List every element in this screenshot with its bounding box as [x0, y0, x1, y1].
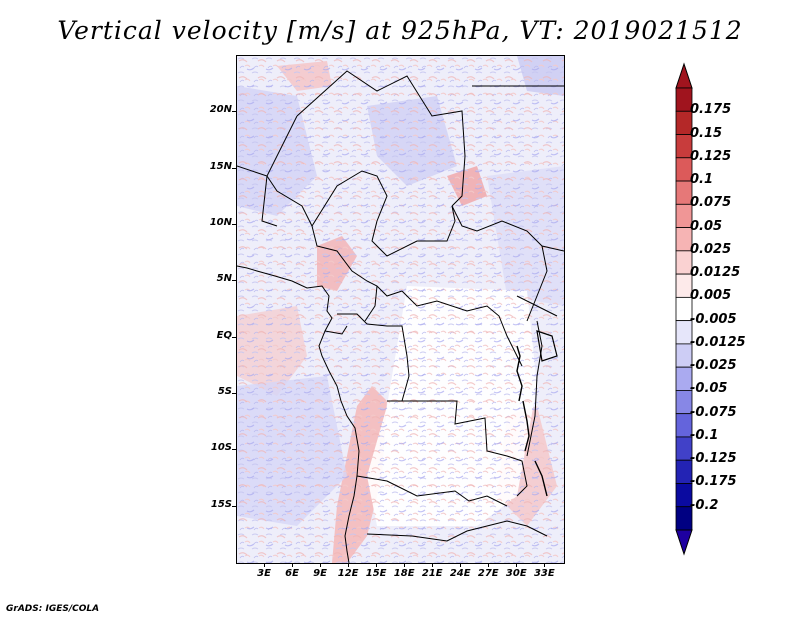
colorbar-label: -0.1 — [690, 427, 719, 443]
lat-label: 10N — [209, 217, 232, 228]
lon-label: 3E — [257, 568, 271, 579]
lon-label: 12E — [337, 568, 359, 579]
lat-label: EQ — [216, 329, 232, 341]
colorbar-label: 0.05 — [690, 218, 723, 234]
lat-tick — [232, 167, 236, 169]
colorbar-label: -0.025 — [690, 358, 737, 374]
lon-label: 24E — [449, 568, 471, 579]
lon-label: 15E — [365, 568, 387, 579]
lon-tick — [348, 563, 350, 567]
lon-tick — [404, 563, 406, 567]
vertical-velocity-field — [237, 56, 564, 563]
lon-label: 27E — [477, 568, 499, 579]
colorbar-bottom-arrow — [675, 529, 693, 556]
lon-tick — [320, 563, 322, 567]
colorbar-label: -0.125 — [690, 451, 737, 467]
lon-tick — [264, 563, 266, 567]
lat-tick — [232, 280, 236, 282]
colorbar-label: 0.125 — [690, 148, 732, 164]
lat-tick — [232, 449, 236, 451]
lon-tick — [432, 563, 434, 567]
colorbar-top-arrow — [675, 62, 693, 89]
lon-tick — [516, 563, 518, 567]
lon-tick — [544, 563, 546, 567]
lon-label: 30E — [505, 568, 527, 579]
colorbar-label: 0.025 — [690, 241, 732, 257]
colorbar-label: 0.0125 — [690, 265, 741, 281]
colorbar-label: 0.005 — [690, 288, 732, 304]
lat-label: 15N — [209, 160, 232, 172]
lat-label: 15S — [210, 498, 232, 510]
map-plot-area — [236, 55, 565, 564]
colorbar-label: -0.2 — [690, 497, 719, 513]
lat-tick — [232, 111, 236, 113]
colorbar-label: -0.175 — [690, 474, 737, 490]
colorbar-label: 0.175 — [690, 102, 732, 118]
lon-label: 33E — [533, 568, 555, 579]
lat-label: 5S — [217, 386, 232, 397]
colorbar-label: 0.075 — [690, 195, 732, 211]
colorbar-label: -0.075 — [690, 404, 737, 420]
credit-text: GrADS: IGES/COLA — [6, 604, 100, 614]
colorbar — [675, 62, 693, 556]
lat-tick — [232, 393, 236, 394]
lon-tick — [376, 563, 378, 567]
lat-tick — [232, 336, 236, 338]
lat-label: 5N — [216, 273, 232, 285]
lon-label: 9E — [313, 568, 327, 579]
lon-label: 18E — [393, 568, 415, 579]
chart-title: Vertical velocity [m/s] at 925hPa, VT: 2… — [57, 16, 743, 45]
lon-tick — [460, 563, 462, 567]
lon-label: 21E — [421, 568, 443, 579]
lon-tick — [488, 563, 490, 567]
colorbar-label: 0.1 — [690, 172, 714, 188]
lon-tick — [292, 563, 294, 567]
lat-label: 20N — [209, 104, 232, 116]
lat-tick — [232, 224, 236, 225]
colorbar-label: 0.15 — [690, 125, 723, 141]
lat-tick — [232, 505, 236, 507]
lon-label: 6E — [285, 568, 299, 579]
lat-label: 10S — [210, 442, 232, 454]
colorbar-label: -0.005 — [690, 311, 737, 327]
colorbar-label: -0.05 — [690, 381, 728, 397]
colorbar-label: -0.0125 — [690, 334, 746, 350]
